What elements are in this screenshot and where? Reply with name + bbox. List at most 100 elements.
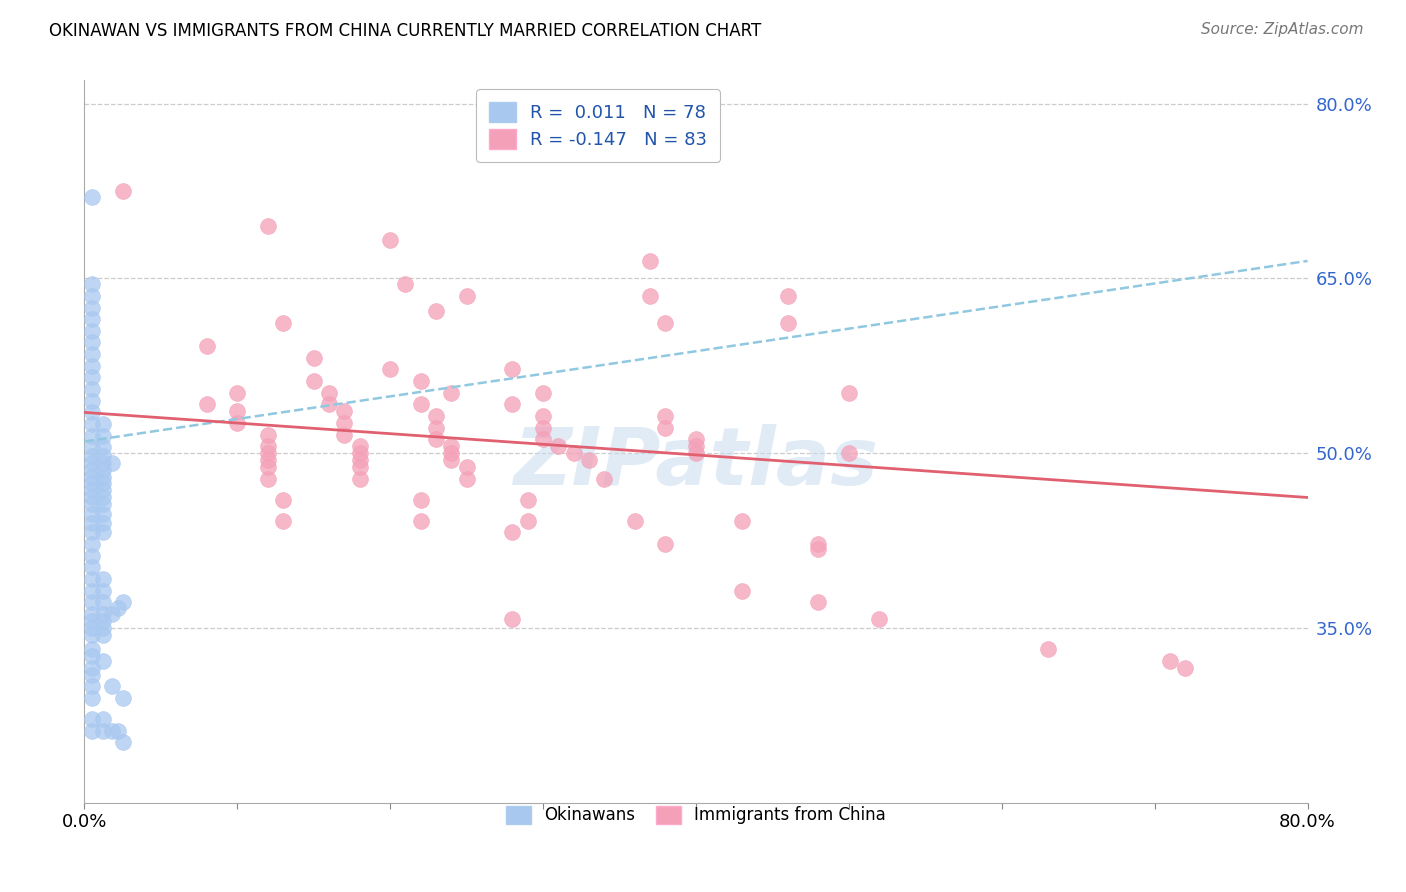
Point — [80, 549, 103, 563]
Point — [80, 614, 103, 628]
Point — [302, 374, 325, 388]
Point — [807, 541, 830, 556]
Point — [80, 476, 103, 491]
Point — [80, 324, 103, 338]
Point — [440, 453, 463, 467]
Point — [91, 491, 114, 505]
Point — [502, 362, 524, 376]
Point — [531, 385, 554, 400]
Point — [531, 409, 554, 423]
Point — [502, 612, 524, 626]
Point — [80, 667, 103, 681]
Point — [349, 439, 371, 453]
Point — [578, 453, 600, 467]
Point — [80, 483, 103, 498]
Point — [302, 351, 325, 365]
Point — [807, 537, 830, 551]
Point — [869, 612, 891, 626]
Point — [80, 642, 103, 657]
Point — [318, 385, 340, 400]
Point — [257, 439, 280, 453]
Point — [654, 420, 676, 434]
Point — [80, 560, 103, 574]
Point — [257, 472, 280, 486]
Point — [80, 393, 103, 408]
Point — [516, 514, 538, 528]
Point — [80, 491, 103, 505]
Point — [80, 428, 103, 442]
Point — [91, 525, 114, 540]
Point — [91, 607, 114, 621]
Point — [1036, 642, 1059, 657]
Point — [349, 453, 371, 467]
Point — [80, 449, 103, 463]
Point — [91, 516, 114, 530]
Point — [409, 374, 432, 388]
Point — [80, 723, 103, 738]
Point — [91, 654, 114, 668]
Point — [80, 595, 103, 609]
Point — [380, 362, 402, 376]
Point — [425, 409, 447, 423]
Point — [101, 679, 124, 693]
Point — [593, 472, 616, 486]
Point — [80, 628, 103, 642]
Point — [440, 446, 463, 460]
Point — [80, 507, 103, 521]
Point — [80, 456, 103, 470]
Point — [562, 446, 585, 460]
Text: Source: ZipAtlas.com: Source: ZipAtlas.com — [1201, 22, 1364, 37]
Point — [409, 514, 432, 528]
Point — [425, 432, 447, 446]
Legend: Okinawans, Immigrants from China: Okinawans, Immigrants from China — [494, 792, 898, 838]
Point — [731, 583, 754, 598]
Point — [91, 595, 114, 609]
Point — [195, 339, 218, 353]
Point — [776, 316, 799, 330]
Point — [91, 628, 114, 642]
Point — [80, 312, 103, 326]
Point — [502, 525, 524, 540]
Point — [80, 347, 103, 361]
Point — [80, 660, 103, 674]
Point — [226, 416, 249, 430]
Point — [257, 453, 280, 467]
Point — [226, 385, 249, 400]
Point — [318, 397, 340, 411]
Point — [271, 514, 294, 528]
Point — [838, 385, 860, 400]
Point — [80, 607, 103, 621]
Point — [731, 514, 754, 528]
Point — [456, 460, 478, 475]
Point — [91, 449, 114, 463]
Point — [80, 289, 103, 303]
Point — [101, 723, 124, 738]
Point — [80, 405, 103, 419]
Point — [80, 525, 103, 540]
Point — [80, 301, 103, 315]
Point — [91, 469, 114, 483]
Point — [409, 397, 432, 411]
Point — [257, 427, 280, 442]
Point — [271, 316, 294, 330]
Point — [349, 446, 371, 460]
Point — [257, 446, 280, 460]
Point — [516, 492, 538, 507]
Point — [531, 432, 554, 446]
Text: OKINAWAN VS IMMIGRANTS FROM CHINA CURRENTLY MARRIED CORRELATION CHART: OKINAWAN VS IMMIGRANTS FROM CHINA CURREN… — [49, 22, 762, 40]
Point — [425, 420, 447, 434]
Point — [80, 537, 103, 551]
Point — [349, 472, 371, 486]
Point — [80, 712, 103, 726]
Point — [456, 472, 478, 486]
Point — [776, 289, 799, 303]
Point — [425, 304, 447, 318]
Point — [91, 614, 114, 628]
Point — [91, 498, 114, 512]
Point — [333, 404, 356, 418]
Point — [107, 723, 129, 738]
Point — [409, 492, 432, 507]
Point — [80, 335, 103, 350]
Point — [91, 712, 114, 726]
Point — [80, 648, 103, 663]
